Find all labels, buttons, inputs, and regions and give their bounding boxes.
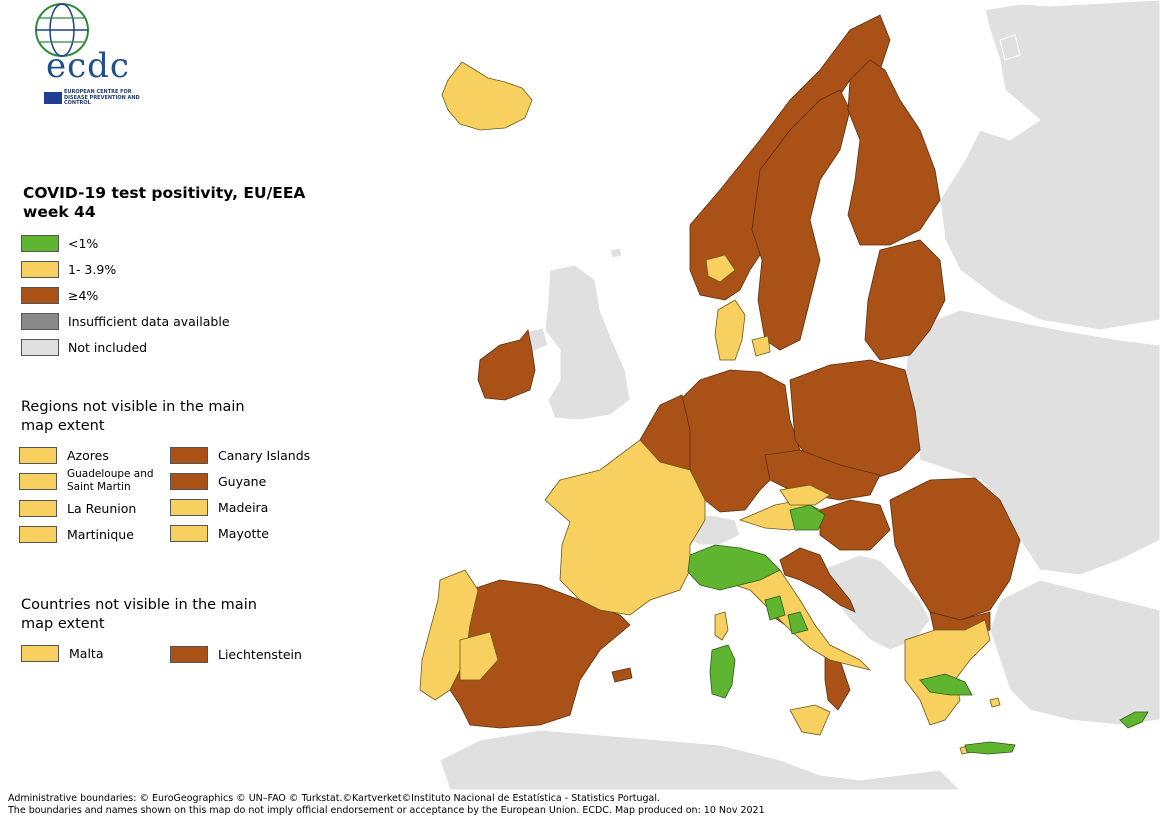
region-swatch [19,499,57,517]
region-swatch [170,472,208,490]
region-hungary [819,499,891,551]
country-label: Liechtenstein [218,646,302,662]
region-label: Guadeloupe and Saint Martin [67,468,154,493]
countries-not-visible-title: Countries not visible in the main map ex… [21,597,257,632]
region-balkans [819,554,931,651]
legend-item-not-included: Not included [21,338,147,356]
region-item-azores: Azores [19,446,109,464]
country-swatch [170,645,208,663]
region-item-mayotte: Mayotte [170,524,269,542]
low-positivity-areas [687,504,1149,755]
region-uk [544,264,631,421]
region-finland [847,59,941,246]
region-sardinia [709,644,736,699]
region-item-la-reunion: La Reunion [19,499,136,517]
regions-not-visible-title: Regions not visible in the main map exte… [21,399,245,434]
country-swatch [21,644,59,662]
legend-item-below-1: <1% [21,234,98,252]
region-iceland [441,61,533,131]
map-title: COVID-19 test positivity, EU/EEA week 44 [23,184,306,221]
legend-swatch [21,234,59,252]
region-label: Martinique [67,526,134,542]
region-label: La Reunion [67,500,137,516]
region-swatch [170,498,208,516]
medium-positivity-areas [419,61,1001,755]
region-croatia [779,547,856,613]
legend-swatch [21,338,59,356]
region-ireland [477,329,536,401]
region-crete [964,741,1016,755]
region-northern-russia [939,0,1160,331]
region-balearic [611,667,633,683]
legend-label: 1- 3.9% [68,261,117,277]
region-romania [889,477,1021,621]
legend-item-insufficient: Insufficient data available [21,312,230,330]
region-item-guyane: Guyane [170,472,266,490]
region-greece [904,619,991,726]
region-item-madeira: Madeira [170,498,268,516]
region-turkey-caucasus [989,579,1160,726]
region-cyprus [1119,711,1149,729]
region-label: Madeira [218,499,269,515]
region-item-martinique: Martinique [19,525,134,543]
country-item-liechtenstein: Liechtenstein [170,645,302,663]
region-estonia-latvia-lithuania [864,239,946,361]
region-oslo-area [705,254,736,283]
region-belarus-ukraine [904,309,1160,576]
country-item-malta: Malta [21,644,103,662]
region-sicily [789,704,831,736]
region-greece-green [919,673,973,696]
region-label: Guyane [218,473,267,489]
region-czech-part [779,484,831,506]
footer-disclaimer: The boundaries and names shown on this m… [8,805,765,816]
legend-label: Insufficient data available [68,313,230,329]
region-sweden [751,89,851,351]
legend-label: Not included [68,339,148,355]
legend-label: ≥4% [68,287,99,303]
region-spain-interior [459,631,499,681]
region-austria-green [789,504,826,531]
region-italy-green-a [764,595,786,621]
region-label: Mayotte [218,525,269,541]
region-corsica [714,611,729,641]
non-included-land [439,0,1160,791]
logo-subtitle: EUROPEAN CENTRE FOR DISEASE PREVENTION A… [64,89,140,106]
ecdc-logo: ecdc EUROPEAN CENTRE FOR DISEASE PREVENT… [20,6,140,106]
region-swatch [170,524,208,542]
map-footer: Administrative boundaries: © EuroGeograp… [8,793,1148,817]
ecdc-globe-logo [35,3,89,57]
legend-swatch [21,286,59,304]
logo-wordmark: ecdc [46,46,130,86]
region-item-canary-islands: Canary Islands [170,446,310,464]
region-italy-green-b [787,611,809,635]
eu-flag-icon [44,92,62,104]
country-label: Malta [69,645,104,661]
region-denmark [714,299,746,361]
legend-item-1-to-3-9: 1- 3.9% [21,260,116,278]
high-positivity-areas [449,14,1021,729]
legend-swatch [21,260,59,278]
region-swatch [19,446,57,464]
legend-item-at-least-4: ≥4% [21,286,98,304]
region-item-guadeloupe: Guadeloupe and Saint Martin [19,468,167,493]
region-label: Azores [67,447,109,463]
region-label: Canary Islands [218,447,311,463]
region-north-africa [439,729,962,791]
region-aegean-islands [989,697,1001,708]
legend-swatch [21,312,59,330]
region-svalbard-island [999,34,1021,61]
legend-panel: ecdc EUROPEAN CENTRE FOR DISEASE PREVENT… [0,0,330,790]
region-denmark-island [751,335,771,357]
region-faroe [609,247,623,259]
region-north-italy [687,544,781,591]
region-portugal [419,569,479,701]
legend-label: <1% [68,235,99,251]
footer-attribution: Administrative boundaries: © EuroGeograp… [8,793,661,804]
region-swatch [19,472,57,490]
region-france [544,439,706,616]
region-swatch [19,525,57,543]
region-swatch [170,446,208,464]
